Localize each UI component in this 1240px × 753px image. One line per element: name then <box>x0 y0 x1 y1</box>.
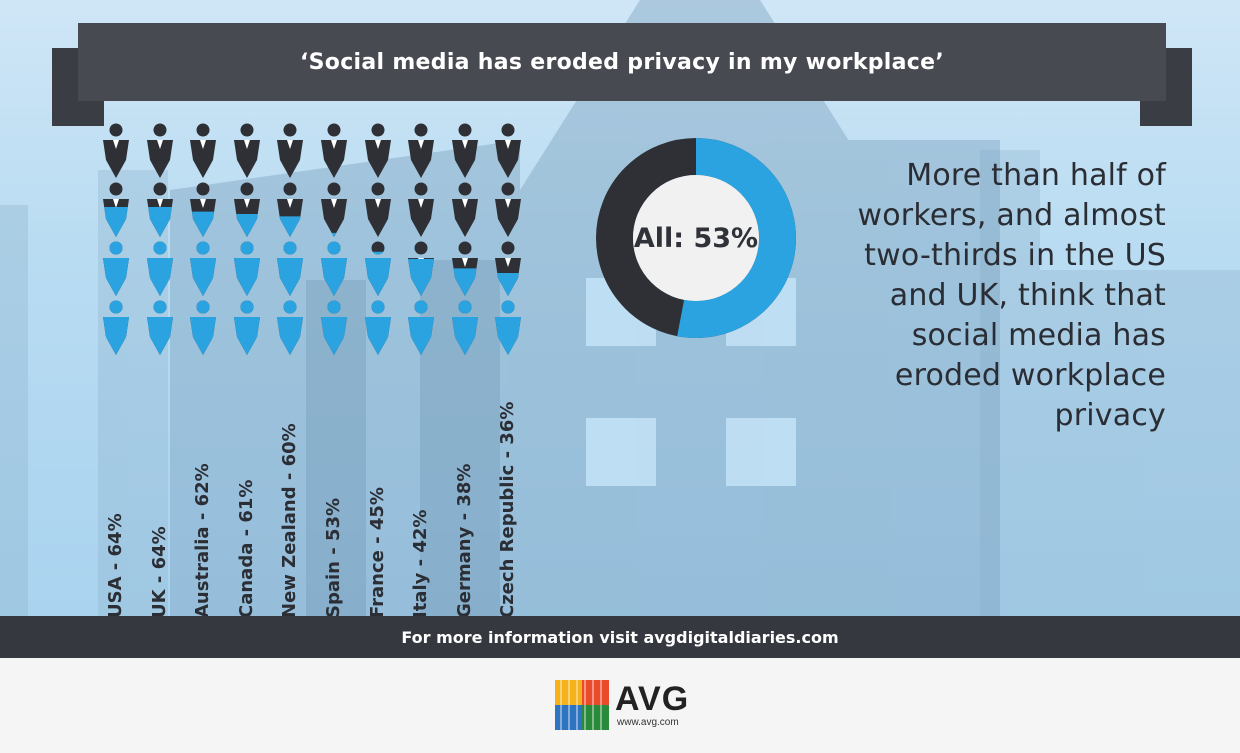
country-label: Canada - 61% <box>235 479 257 616</box>
logo-area <box>0 658 1240 753</box>
country-figures: USA - 64% UK - 64% Australia - 62% Canada -… <box>0 0 620 616</box>
figure-column-usa <box>103 123 129 355</box>
donut-value-arc <box>596 138 796 338</box>
country-label: Germany - 38% <box>453 463 475 616</box>
figure-column-australia <box>190 123 217 355</box>
country-label: UK - 64% <box>148 526 170 616</box>
figure-column-canada <box>233 123 260 355</box>
donut-center <box>633 175 759 301</box>
figure-column-germany <box>451 123 478 355</box>
country-label: New Zealand - 60% <box>279 423 301 616</box>
country-label: USA - 64% <box>105 513 126 616</box>
country-label: France - 45% <box>366 487 388 616</box>
avg-logo-word: AVG <box>615 680 690 718</box>
footer-bar: For more information visit avgdigitaldia… <box>0 616 1240 658</box>
country-label: Italy - 42% <box>410 509 432 616</box>
figure-column-france <box>364 123 391 355</box>
avg-logo-url[interactable]: www.avg.com <box>617 717 679 728</box>
chart-title: ‘Social media has eroded privacy in my w… <box>78 23 1166 101</box>
figure-column-spain <box>321 123 347 355</box>
country-label: Spain - 53% <box>323 497 344 616</box>
infographic: ‘Social media has eroded privacy in my w… <box>0 0 1240 616</box>
country-label: Australia - 62% <box>192 463 214 616</box>
avg-logo-icon <box>555 680 609 730</box>
figure-column-new-zealand <box>277 123 304 355</box>
footer-link-text[interactable]: For more information visit avgdigitaldia… <box>401 627 839 647</box>
figure-column-uk <box>146 123 173 355</box>
statement-text: More than half of workers, and almost tw… <box>857 158 1166 433</box>
all-donut-chart <box>596 138 796 338</box>
figure-column-czech-republic <box>495 123 522 355</box>
figure-column-italy <box>408 123 435 355</box>
country-label: Czech Republic - 36% <box>497 401 519 616</box>
